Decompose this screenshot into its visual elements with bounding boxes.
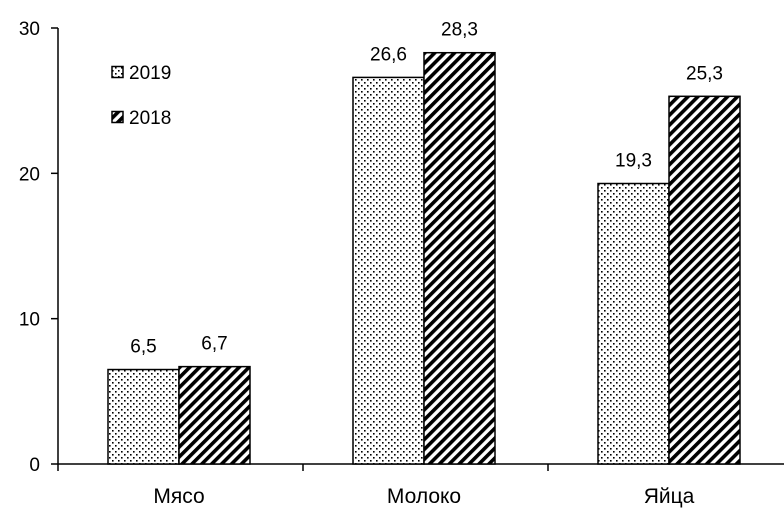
plot-area: 0 10 20 30 6,5 6,7 Мясо 26,6 28,3 Молоко 19,3 25,3 Я… [19,19,784,508]
bar-value-label: 6,7 [201,334,227,355]
legend-swatch-2018 [111,110,124,124]
bar-2019-0 [107,368,180,465]
bar-2019-1 [352,76,425,465]
bar-2018-2 [668,95,741,465]
bar-value-label: 28,3 [441,20,478,41]
x-category-label: Мясо [153,485,204,508]
bar-2018-0 [178,365,251,465]
bar-2018-1 [423,51,496,465]
y-tick-label: 30 [19,19,40,40]
bar-value-label: 6,5 [130,337,156,358]
legend-swatch-2019 [111,65,124,79]
legend-label: 2018 [129,108,171,129]
legend-label: 2019 [129,63,171,84]
y-tick-label: 0 [29,455,40,476]
bar-value-label: 19,3 [615,151,652,172]
y-tick-label: 20 [19,164,40,185]
y-tick-label: 10 [19,310,40,331]
bar-2019-2 [597,182,670,465]
x-category-label: Молоко [387,485,461,508]
bar-value-label: 26,6 [370,44,407,65]
bar-value-label: 25,3 [686,63,723,84]
x-category-label: Яйца [644,485,695,508]
